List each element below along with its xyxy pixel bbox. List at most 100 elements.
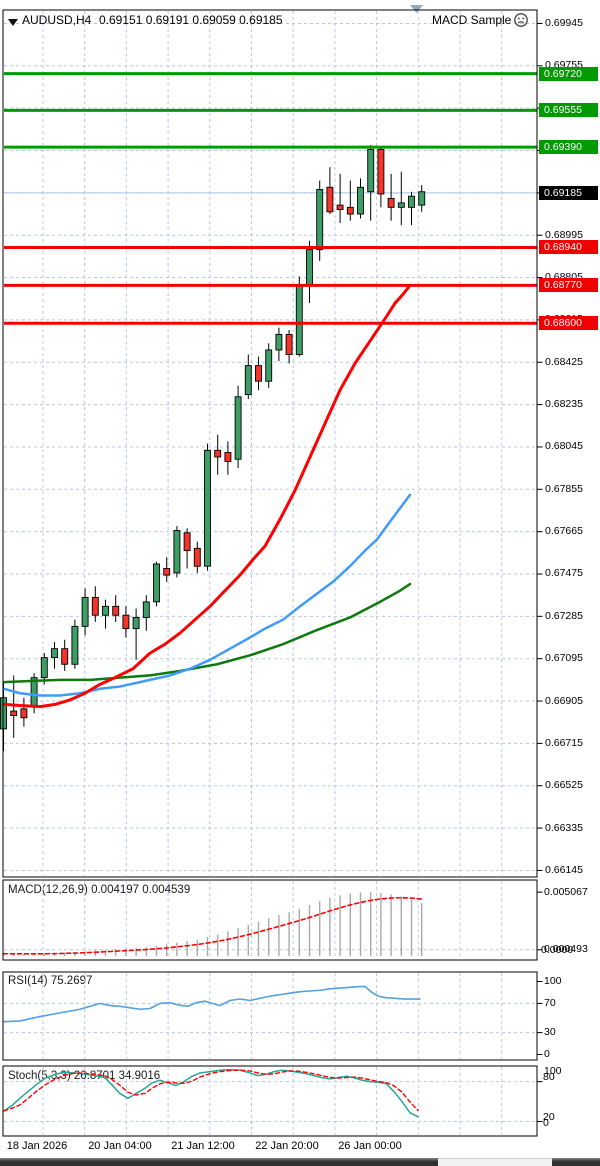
bull-candle <box>71 625 79 665</box>
rsi-axis-label: 70 <box>544 996 556 1009</box>
price-axis-label: 0.68235 <box>545 398 583 411</box>
macd-axis-label: 0.000493 <box>544 943 588 955</box>
dropdown-triangle-icon <box>8 19 18 26</box>
price-axis-label: 0.69755 <box>545 59 583 72</box>
current-price-badge: 0.69185 <box>539 185 598 200</box>
h-scrollbar-left-segment[interactable] <box>0 1158 438 1166</box>
price-axis-label: 0.66715 <box>545 736 583 749</box>
price-axis-label: 0.68425 <box>545 355 583 368</box>
bear-candle <box>61 648 69 665</box>
stoch-indicator-label: Stoch(5,3,3) 26.8701 34.9016 <box>8 1070 161 1082</box>
slow-ma-line <box>2 582 412 684</box>
rsi-axis-label: 0 <box>544 1048 550 1060</box>
bear-candle <box>122 614 130 630</box>
bull-candle <box>51 648 58 659</box>
ohlc-quote-label: 0.69151 0.69191 0.69059 0.69185 <box>99 13 283 27</box>
price-axis-label: 0.67475 <box>545 567 583 580</box>
bear-candle <box>255 365 262 382</box>
ea-status-sad-face-icon[interactable] <box>513 12 529 33</box>
bear-candle <box>10 710 18 716</box>
bull-candle <box>153 563 160 603</box>
rsi-panel <box>2 971 538 1061</box>
bull-candle <box>204 449 211 567</box>
stoch-k-line <box>3 1068 419 1118</box>
macd-panel <box>2 879 538 961</box>
bear-candle <box>346 206 354 215</box>
bull-candle <box>132 617 140 630</box>
price-axis-label: 0.67855 <box>545 482 583 495</box>
bull-candle <box>408 195 415 208</box>
main-chart-panel <box>2 9 538 878</box>
bear-candle <box>183 532 191 552</box>
bear-candle <box>336 204 344 211</box>
bear-candle <box>326 186 334 213</box>
bear-candle <box>20 708 28 719</box>
green-level-badge: 0.69555 <box>539 103 598 118</box>
bear-candle <box>193 547 201 567</box>
bull-candle <box>357 186 364 215</box>
bull-candle <box>367 148 375 193</box>
rsi-axis-label: 100 <box>544 975 562 987</box>
bull-candle <box>173 530 181 574</box>
bull-candle <box>306 249 313 286</box>
time-axis-label: 20 Jan 04:00 <box>88 1140 152 1152</box>
time-axis-label: 21 Jan 12:00 <box>171 1140 235 1152</box>
bull-candle <box>397 202 405 208</box>
bull-candle <box>244 365 252 396</box>
bull-candle <box>81 596 89 627</box>
mid-ma-line <box>2 493 412 697</box>
price-axis-label: 0.67665 <box>545 525 583 538</box>
price-axis-label: 0.67285 <box>545 609 583 622</box>
macd-indicator-label: MACD(12,26,9) 0.004197 0.004539 <box>8 884 191 896</box>
price-axis-label: 0.66525 <box>545 779 583 792</box>
bear-candle <box>112 605 120 616</box>
price-axis-label: 0.68805 <box>545 271 583 284</box>
stoch-d-line <box>3 1069 419 1112</box>
red-level-badge: 0.68940 <box>539 240 598 255</box>
stoch-axis-label: 80 <box>543 1071 555 1083</box>
bear-candle <box>163 567 171 576</box>
bull-candle <box>418 191 426 206</box>
rsi-line <box>3 985 421 1023</box>
bull-candle <box>234 396 242 460</box>
chart-marker-triangle-icon <box>410 5 423 13</box>
time-axis-label: 22 Jan 20:00 <box>255 1140 319 1152</box>
bear-candle <box>91 596 99 616</box>
bull-candle <box>295 284 303 355</box>
rsi-indicator-label: RSI(14) 75.2697 <box>8 975 93 987</box>
stoch-axis-label: 20 <box>543 1111 555 1123</box>
macd-axis-label: 0.005067 <box>544 885 588 898</box>
red-level-badge: 0.68770 <box>539 278 598 293</box>
time-axis-label: 18 Jan 2026 <box>6 1140 68 1152</box>
bull-candle <box>265 349 273 382</box>
price-axis-label: 0.68995 <box>545 228 583 241</box>
price-axis-label: 0.66335 <box>545 821 583 834</box>
stoch-axis-label: 0 <box>543 1117 549 1129</box>
price-axis-label: 0.66905 <box>545 694 583 707</box>
symbol-period-label: AUDUSD,H4 <box>22 13 92 27</box>
symbol-dropdown-button[interactable] <box>8 15 18 29</box>
bear-candle <box>285 333 293 355</box>
price-axis-label: 0.67095 <box>545 652 583 665</box>
h-scrollbar-right-segment[interactable] <box>552 1158 600 1166</box>
bear-candle <box>377 148 385 195</box>
price-axis-label: 0.69945 <box>545 16 583 29</box>
bull-candle <box>40 657 48 679</box>
bull-candle <box>275 333 283 351</box>
time-axis-label: 26 Jan 00:00 <box>338 1140 402 1152</box>
macd-signal-line <box>2 896 423 955</box>
bear-candle <box>387 197 395 208</box>
green-level-badge: 0.69390 <box>539 140 598 155</box>
price-axis-label: 0.68045 <box>545 440 583 453</box>
bull-candle <box>142 601 150 618</box>
h-scrollbar-thumb-gap[interactable] <box>438 1158 552 1166</box>
stoch-axis-label: 100 <box>544 1065 562 1077</box>
ea-name-label: MACD Sample <box>432 13 512 27</box>
bull-candle <box>316 189 324 251</box>
bear-candle <box>214 449 222 458</box>
macd-axis-label: 0.0000 <box>541 944 574 956</box>
fast-ma-line <box>2 283 412 709</box>
rsi-axis-label: 30 <box>544 1026 556 1039</box>
